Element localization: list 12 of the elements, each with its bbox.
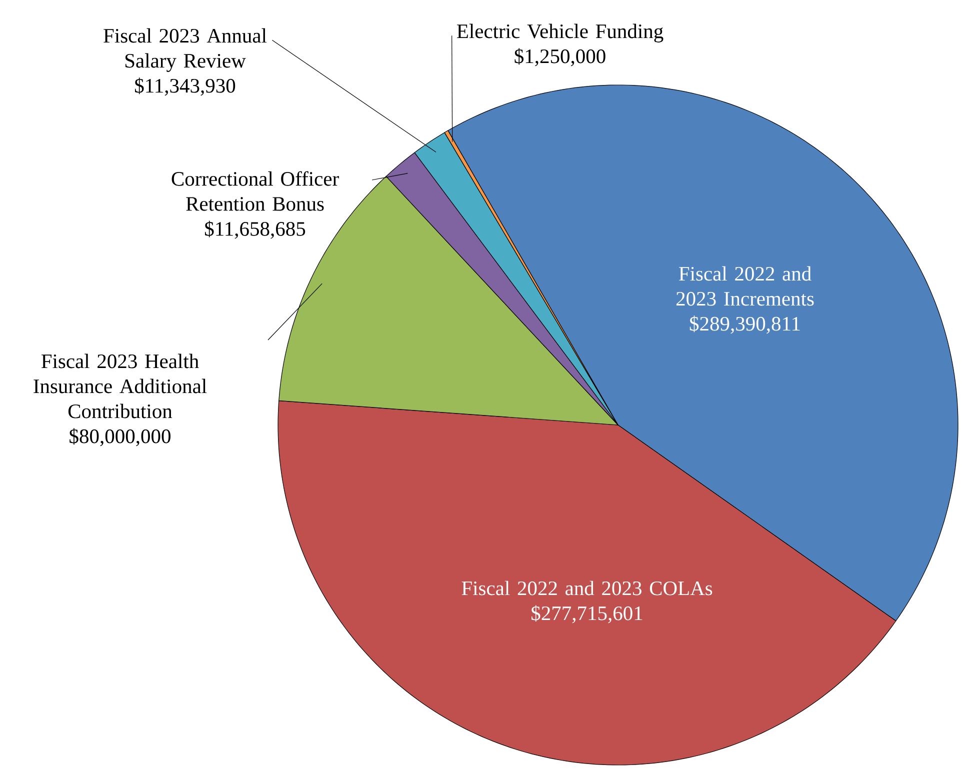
data-label: $11,658,685 [205,220,306,239]
legend-label: Correctional Officer Retention Bonus [172,171,339,211]
slice-label: Fiscal 2022 and 2023 Increments [676,266,814,306]
slice-label: Fiscal 2023 Annual Salary Review [104,28,267,72]
data-label: $80,000,000 [70,428,170,446]
data-label: $289,390,811 [690,316,800,334]
data-label: $11,343,930 [135,78,236,96]
slice-label: Fiscal 2023 Health Insurance Additional Contribution [34,354,207,418]
slice-label: Electric Vehicle Funding [456,24,664,42]
data-label: $1,250,000 [514,48,606,66]
slice-label: Fiscal 2022 and 2023 COLAs [462,580,712,596]
data-label: $277,715,601 [532,605,642,624]
